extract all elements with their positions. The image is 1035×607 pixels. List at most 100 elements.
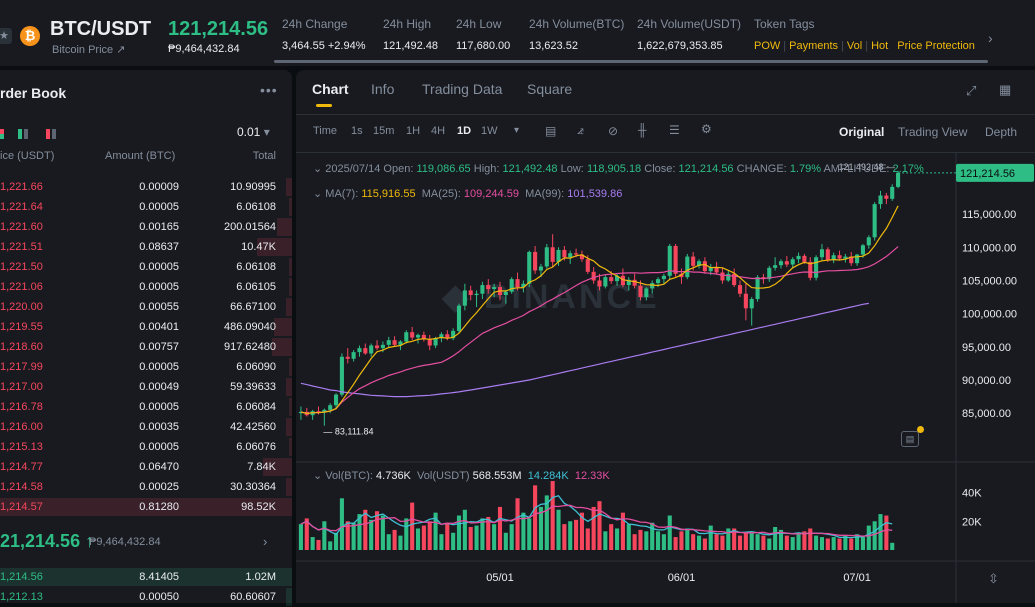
- volume-bar: [632, 534, 637, 550]
- ask-row[interactable]: 1,221.50 0.00005 6.06108: [0, 257, 292, 277]
- indicator-icon[interactable]: ⦨: [577, 123, 584, 137]
- bid-amount: 0.00050: [139, 591, 179, 603]
- view-trading-view[interactable]: Trading View: [898, 125, 968, 139]
- ask-row[interactable]: 1,219.55 0.00401 486.09040: [0, 317, 292, 337]
- ask-row[interactable]: 1,217.00 0.00049 59.39633: [0, 377, 292, 397]
- ask-amount: 0.00005: [139, 401, 179, 413]
- volume-bar: [726, 528, 731, 550]
- tab-info[interactable]: Info: [371, 81, 395, 97]
- ask-row[interactable]: 1,214.57 0.81280 98.52K: [0, 497, 292, 517]
- candle-body: [603, 277, 608, 287]
- favorite-star-icon[interactable]: ★: [0, 28, 12, 44]
- view-bids-icon[interactable]: [18, 128, 28, 142]
- candle-body: [351, 352, 356, 359]
- volume-bar: [808, 528, 813, 550]
- stat-label: 24h Volume(BTC): [529, 17, 625, 31]
- timeframe-1w[interactable]: 1W: [481, 125, 498, 137]
- ask-amount: 0.06470: [139, 461, 179, 473]
- volume-bar: [369, 519, 374, 550]
- collapse-chevron-icon[interactable]: ⌄: [313, 163, 323, 175]
- timeframe-1h[interactable]: 1H: [406, 125, 421, 137]
- collapse-chevron-icon[interactable]: ⌄: [313, 188, 323, 200]
- chevron-right-icon[interactable]: ›: [988, 30, 993, 46]
- gear-icon[interactable]: ⚙: [701, 122, 712, 136]
- ask-row[interactable]: 1,220.00 0.00055 66.67100: [0, 297, 292, 317]
- ask-row[interactable]: 1,221.06 0.00005 6.06105: [0, 277, 292, 297]
- tab-chart[interactable]: Chart: [312, 81, 349, 107]
- tab-square[interactable]: Square: [527, 81, 573, 97]
- calendar-icon[interactable]: ▤: [545, 124, 557, 138]
- collapse-chevron-icon[interactable]: ⌄: [313, 470, 323, 482]
- list-settings-icon[interactable]: ☰: [669, 123, 680, 137]
- candle-body: [538, 266, 544, 271]
- horizontal-scrollbar[interactable]: [274, 60, 988, 63]
- view-asks-icon[interactable]: [46, 128, 56, 142]
- scale-toggle-icon[interactable]: ⇳: [988, 571, 999, 586]
- tag-hot[interactable]: Hot: [871, 40, 889, 52]
- alert-clock-icon[interactable]: ▤: [901, 431, 919, 447]
- more-options-icon[interactable]: •••: [260, 82, 278, 98]
- ask-price: 1,214.58: [0, 481, 43, 493]
- price-axis-label: 85,000.00: [962, 408, 1011, 420]
- candle-body: [732, 273, 737, 286]
- volume-bar: [679, 531, 684, 550]
- candle-body: [462, 290, 467, 306]
- volume-bar: [310, 537, 315, 550]
- depth-bar: [256, 238, 292, 256]
- price-step-select[interactable]: 0.01 ▾: [237, 125, 270, 139]
- ask-amount: 0.00757: [139, 341, 179, 353]
- timeframe-4h[interactable]: 4H: [431, 125, 446, 137]
- ask-row[interactable]: 1,218.60 0.00757 917.62480: [0, 337, 292, 357]
- pair-symbol[interactable]: BTC/USDT: [50, 18, 152, 40]
- view-both-icon[interactable]: [0, 128, 4, 142]
- ask-row[interactable]: 1,216.78 0.00005 6.06084: [0, 397, 292, 417]
- ohlc-low-label: Low:: [560, 163, 584, 175]
- candle-body: [720, 272, 725, 281]
- candle-type-icon[interactable]: ╫: [638, 123, 647, 137]
- tag-price-protection[interactable]: Price Protection: [897, 40, 975, 52]
- ask-price: 1,220.00: [0, 301, 43, 313]
- ask-row[interactable]: 1,221.51 0.08637 10.47K: [0, 237, 292, 257]
- view-depth[interactable]: Depth: [985, 125, 1018, 139]
- ohlc-change: 1.79%: [789, 163, 822, 175]
- volume-bar: [398, 535, 403, 550]
- timeframe-time[interactable]: Time: [313, 125, 338, 137]
- ask-row[interactable]: 1,221.66 0.00009 10.90995: [0, 177, 292, 197]
- expand-icon[interactable]: ⤢: [966, 83, 977, 98]
- candle-body: [878, 195, 883, 205]
- ask-row[interactable]: 1,214.77 0.06470 7.84K: [0, 457, 292, 477]
- coin-price-link[interactable]: Bitcoin Price ↗: [52, 44, 126, 56]
- draw-tools-icon[interactable]: ⊘: [608, 124, 619, 138]
- price-chart[interactable]: ◆ BINANCE 115,000.00 110,000.00 105,000.00 1…: [296, 153, 1035, 603]
- ask-row[interactable]: 1,215.13 0.00005 6.06076: [0, 437, 292, 457]
- volume-bar: [351, 522, 356, 550]
- timeframe-15m[interactable]: 15m: [373, 125, 395, 137]
- tag-pow[interactable]: POW: [754, 40, 781, 52]
- volume-bar: [860, 537, 865, 550]
- volume-bar: [574, 519, 579, 550]
- ask-row[interactable]: 1,221.64 0.00005 6.06108: [0, 197, 292, 217]
- ask-row[interactable]: 1,221.60 0.00165 200.01564: [0, 217, 292, 237]
- tag-payments[interactable]: Payments: [789, 40, 839, 52]
- chevron-right-icon[interactable]: ›: [263, 534, 268, 549]
- timeframe-1d[interactable]: 1D: [457, 125, 472, 137]
- grid-layout-icon[interactable]: ▦: [999, 82, 1012, 97]
- volume-bar: [667, 515, 672, 550]
- ask-row[interactable]: 1,217.99 0.00005 6.06090: [0, 357, 292, 377]
- bid-row[interactable]: 1,212.13 0.00050 60.60607: [0, 587, 292, 607]
- ask-total: 30.30364: [230, 481, 276, 493]
- timeframe-1s[interactable]: 1s: [351, 125, 363, 137]
- candle-body: [890, 186, 895, 199]
- ask-row[interactable]: 1,214.58 0.00025 30.30364: [0, 477, 292, 497]
- candle-body: [328, 405, 333, 410]
- bid-row[interactable]: 1,214.56 8.41405 1.02M: [0, 567, 292, 587]
- stat-label: 24h High: [383, 17, 432, 31]
- ask-row[interactable]: 1,216.00 0.00035 42.42560: [0, 417, 292, 437]
- tag-vol[interactable]: Vol: [846, 40, 863, 52]
- volume-bar: [685, 528, 690, 550]
- volume-bar: [468, 527, 473, 550]
- chevron-down-icon[interactable]: ▾: [514, 125, 520, 136]
- view-original[interactable]: Original: [839, 125, 885, 139]
- tab-trading-data[interactable]: Trading Data: [422, 81, 503, 97]
- price-axis-label: 115,000.00: [962, 209, 1016, 221]
